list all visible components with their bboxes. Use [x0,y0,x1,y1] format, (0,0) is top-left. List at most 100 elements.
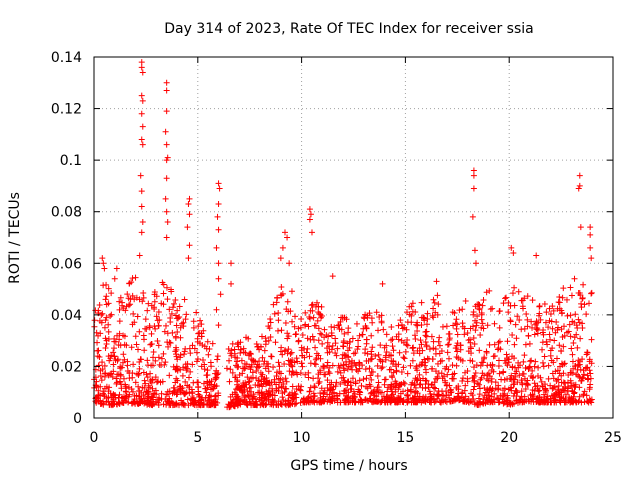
data-point [442,388,449,395]
spike-point [215,322,222,329]
data-point [496,338,503,345]
data-point [471,378,478,385]
data-point [259,354,266,361]
spike-point [186,211,193,218]
data-point [552,368,559,375]
data-point [340,339,347,346]
data-point [550,375,557,382]
data-point [265,379,272,386]
spike-point [100,260,107,267]
data-point [121,356,128,363]
data-point [232,403,238,410]
data-point [346,358,353,365]
data-point [129,388,136,395]
data-point [177,383,184,390]
data-point [568,397,575,404]
x-tick-label: 15 [396,430,414,446]
data-point [360,325,367,332]
data-point [453,325,460,332]
data-point [533,326,540,333]
data-point [257,402,264,409]
data-point [210,398,217,405]
spike-point [213,244,220,251]
data-point [364,385,371,392]
data-point [299,363,306,370]
data-point [389,343,396,350]
spike-point [510,249,517,256]
spike-point [139,69,146,76]
data-point [130,361,137,368]
data-point [246,351,253,358]
data-point [281,389,288,396]
data-point [430,296,437,303]
data-point [347,338,354,345]
data-point [443,323,450,330]
spike-point [306,216,313,223]
data-point [374,384,381,391]
data-point [433,375,440,382]
spike-point [215,226,222,233]
data-point [464,330,471,337]
data-point [337,318,344,325]
data-point [175,315,182,322]
data-point [431,299,438,306]
data-point [567,333,574,340]
data-point [233,393,240,400]
data-point [486,393,493,400]
data-point [355,337,362,344]
data-point [352,362,359,369]
data-point [93,384,100,391]
data-point [292,313,299,320]
data-point [430,305,437,312]
data-point [539,346,546,353]
data-point [501,357,508,364]
spike-point [575,185,582,192]
data-point [122,383,129,390]
data-point [357,399,364,406]
data-point [567,284,574,291]
data-point [509,290,516,297]
data-point [387,352,394,359]
data-point [475,395,482,402]
data-point [307,307,314,314]
data-point [315,380,322,387]
data-point [239,370,246,377]
data-point [554,376,561,383]
data-point [404,399,411,406]
data-point [563,296,570,303]
data-point [404,387,411,394]
data-point [540,327,547,334]
data-point [285,333,292,340]
data-point [495,357,502,364]
data-point [204,398,211,405]
data-point [519,399,526,406]
data-point [274,327,281,334]
spike-point [136,252,143,259]
data-point [333,352,340,359]
spike-point [379,280,386,287]
data-point [554,367,561,374]
data-point [207,359,214,366]
data-point [261,347,268,354]
spike-point [588,255,595,262]
data-point [167,340,174,347]
data-point [381,381,388,388]
data-point [588,290,595,297]
spike-point [163,234,170,241]
data-point [548,392,555,399]
data-point [556,342,563,349]
data-point [369,368,376,375]
data-point [298,315,305,322]
data-point [427,397,434,404]
data-point [261,358,268,365]
data-point [424,316,431,323]
data-point [95,362,102,369]
data-point [501,376,508,383]
data-point [324,349,331,356]
data-point [482,389,489,396]
data-point [378,318,385,325]
data-point [149,402,156,409]
data-point [383,331,390,338]
data-point [105,321,112,328]
data-point [286,391,293,398]
